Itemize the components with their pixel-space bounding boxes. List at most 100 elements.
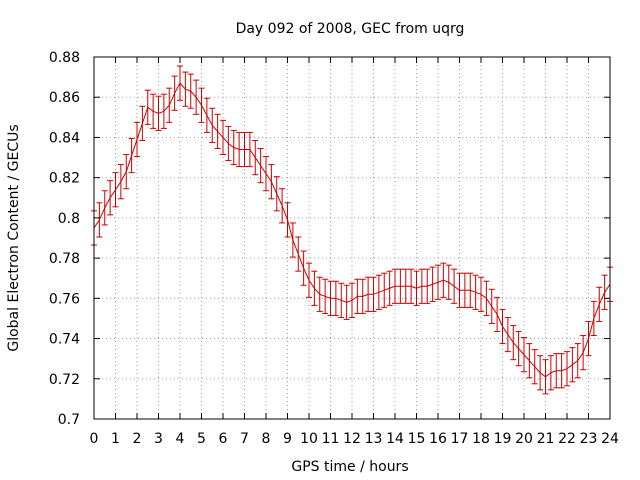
- error-bar: [263, 156, 269, 192]
- error-bar: [241, 131, 248, 168]
- x-tick-label: 24: [601, 431, 619, 447]
- x-tick-label: 22: [558, 431, 576, 447]
- error-bar: [558, 353, 565, 389]
- error-bar: [203, 97, 210, 133]
- error-bar: [515, 331, 522, 367]
- error-bar: [381, 272, 388, 308]
- x-tick-label: 18: [472, 431, 490, 447]
- error-bar: [445, 264, 452, 300]
- y-tick-label: 0.7: [58, 412, 80, 428]
- error-bar: [504, 316, 511, 353]
- error-bar: [580, 335, 587, 371]
- error-bar: [246, 131, 253, 168]
- error-bar: [160, 93, 167, 129]
- error-bar: [408, 268, 415, 304]
- x-axis-title: GPS time / hours: [291, 459, 408, 475]
- y-tick-label: 0.88: [49, 50, 80, 66]
- y-tick-labels: 0.7 0.72 0.74 0.76 0.78 0.8 0.82 0.84 0.86 0.88: [49, 50, 80, 428]
- error-bar: [370, 276, 377, 312]
- error-bar: [107, 180, 114, 216]
- error-bar: [177, 65, 183, 101]
- y-axis-title: Global Electron Content / GECUs: [6, 124, 22, 351]
- x-tick-label: 12: [343, 431, 361, 447]
- error-bar: [483, 280, 490, 316]
- y-tick-label: 0.72: [49, 372, 80, 388]
- error-bar: [499, 308, 506, 345]
- error-bar: [564, 351, 570, 387]
- error-bar: [166, 87, 173, 123]
- error-bar: [300, 250, 307, 286]
- error-bar: [537, 355, 544, 391]
- x-tick-label: 19: [494, 431, 512, 447]
- error-bar: [526, 343, 533, 379]
- error-bar: [521, 337, 527, 373]
- error-bar: [252, 139, 259, 176]
- tick-marks: [93, 56, 611, 420]
- error-bar: [155, 95, 162, 131]
- error-bar: [386, 270, 393, 306]
- error-bar: [461, 272, 468, 308]
- error-bar: [311, 270, 318, 306]
- error-bar: [306, 262, 312, 298]
- error-bar: [553, 353, 560, 389]
- y-tick-label: 0.78: [49, 251, 80, 267]
- x-tick-label: 11: [322, 431, 340, 447]
- error-bar: [542, 359, 549, 395]
- error-bar: [338, 282, 345, 318]
- error-bar: [230, 129, 237, 166]
- x-tick-label: 17: [451, 431, 469, 447]
- y-tick-label: 0.82: [49, 171, 80, 187]
- x-tick-label: 14: [386, 431, 404, 447]
- error-bar: [596, 286, 603, 322]
- error-bar: [198, 87, 205, 123]
- error-bar: [601, 274, 608, 310]
- error-bar: [327, 280, 334, 316]
- error-bar: [418, 268, 425, 304]
- error-bar: [349, 282, 355, 318]
- error-bar: [472, 274, 479, 310]
- error-bar: [392, 268, 398, 304]
- error-bar: [456, 272, 463, 308]
- chart-title: Day 092 of 2008, GEC from uqrg: [236, 21, 465, 37]
- error-bar: [402, 268, 409, 304]
- x-tick-label: 13: [365, 431, 383, 447]
- x-tick-label: 8: [262, 431, 271, 447]
- y-tick-label: 0.8: [58, 211, 80, 227]
- x-tick-label: 6: [219, 431, 228, 447]
- x-tick-label: 3: [154, 431, 163, 447]
- error-bar: [150, 93, 157, 129]
- x-tick-labels: 0 1 2 3 4 5 6 7 8 9 10 11 12 13 14 15 16 17 18 19 20 21 22 23 24: [90, 431, 619, 447]
- error-bar: [510, 324, 517, 361]
- error-bar: [316, 276, 323, 312]
- error-bar: [322, 278, 329, 314]
- error-bar: [397, 268, 404, 304]
- error-bar: [343, 284, 350, 320]
- error-bar: [547, 355, 554, 391]
- x-tick-label: 21: [537, 431, 555, 447]
- x-tick-label: 10: [300, 431, 318, 447]
- error-bar: [429, 266, 436, 302]
- x-tick-label: 16: [429, 431, 447, 447]
- error-bar: [413, 270, 420, 306]
- error-bar: [494, 296, 501, 333]
- error-bar: [375, 274, 382, 310]
- error-bar: [435, 264, 441, 300]
- error-bar: [225, 125, 232, 162]
- error-bar: [182, 71, 189, 107]
- error-bar: [359, 278, 366, 314]
- y-tick-label: 0.76: [49, 291, 80, 307]
- error-bar: [440, 262, 447, 298]
- error-bar: [193, 79, 200, 115]
- error-bar: [144, 89, 151, 125]
- error-bar: [295, 236, 302, 272]
- x-tick-label: 23: [580, 431, 598, 447]
- error-bar: [209, 107, 216, 143]
- error-bar: [134, 121, 140, 158]
- error-bar: [187, 73, 194, 109]
- y-tick-label: 0.86: [49, 90, 80, 106]
- error-bar: [236, 131, 243, 168]
- error-bar: [96, 202, 103, 238]
- x-tick-label: 1: [111, 431, 120, 447]
